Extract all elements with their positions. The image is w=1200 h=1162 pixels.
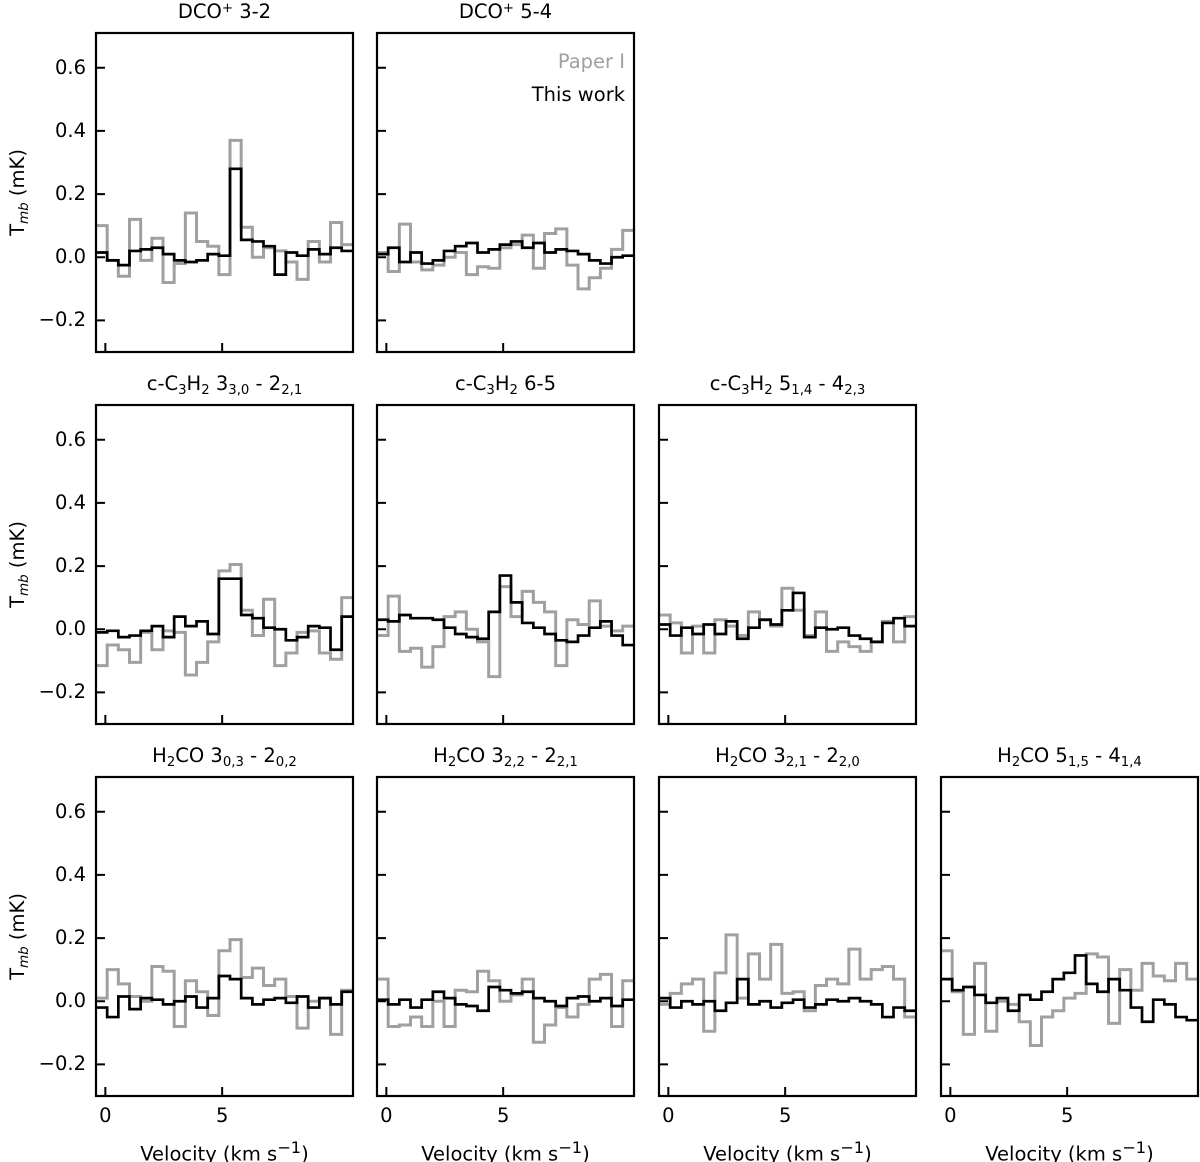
panel-title-4: c-C3H2 51,4 - 42,3 <box>709 372 866 398</box>
spectrum-plot-8 <box>939 775 1200 1098</box>
x-axis-label: Velocity (km s−1) <box>703 1138 872 1162</box>
y-axis-label-text: Tmb​ (mK) <box>6 521 32 609</box>
x-tick-label: 5 <box>778 1104 792 1127</box>
spectrum-plot-5 <box>94 775 355 1098</box>
spectrum-plot-2 <box>94 403 355 726</box>
panel-border-7 <box>657 775 918 1098</box>
axis-ticks-6 <box>377 810 505 1096</box>
thiswork-spectrum-line-7 <box>659 977 916 1019</box>
paper1-spectrum-line-2 <box>96 563 353 677</box>
thiswork-spectrum-line-2 <box>96 577 353 652</box>
paper1-spectrum-line-3 <box>377 585 634 679</box>
thiswork-spectrum-line-3 <box>377 574 634 647</box>
paper1-spectrum-line-0 <box>96 138 353 285</box>
y-tick-label: −0.2 <box>38 1052 86 1076</box>
y-tick-label: −0.2 <box>38 680 86 704</box>
paper1-spectrum-line-7 <box>659 933 916 1033</box>
axis-ticks-5 <box>96 810 224 1096</box>
x-tick-label: 0 <box>99 1104 112 1127</box>
y-tick-label: −0.2 <box>38 308 86 332</box>
axis-ticks-1 <box>377 66 505 352</box>
y-axis-label-text: Tmb​ (mK) <box>6 893 32 981</box>
x-tick-label: 0 <box>380 1104 393 1127</box>
panel-title-3: c-C3H2 6-5 <box>455 372 556 398</box>
y-tick-label: 0.0 <box>54 245 86 269</box>
spectrum-plot-4 <box>657 403 918 726</box>
y-tick-label: 0.2 <box>54 926 86 950</box>
x-tick-label: 5 <box>496 1104 510 1127</box>
spectrum-plot-3 <box>375 403 636 726</box>
legend-label-this-work: This work <box>531 83 625 106</box>
thiswork-spectrum-line-6 <box>377 985 634 1013</box>
axis-ticks-0 <box>96 66 224 352</box>
axis-ticks-7 <box>659 810 787 1096</box>
y-tick-label: 0.4 <box>54 490 86 514</box>
axis-ticks-2 <box>96 438 224 724</box>
x-axis-label: Velocity (km s−1) <box>985 1138 1154 1162</box>
thiswork-spectrum-line-8 <box>941 954 1198 1024</box>
axis-ticks-3 <box>377 438 505 724</box>
y-axis-label: Tmb​ (mK) <box>6 521 32 609</box>
panel-border-5 <box>94 775 355 1098</box>
y-tick-label: 0.6 <box>54 427 86 451</box>
thiswork-spectrum-line-1 <box>377 240 634 265</box>
axis-ticks-4 <box>659 438 787 724</box>
panel-border-1 <box>375 31 636 354</box>
panel-title-8: H2CO 51,5 - 41,4 <box>997 744 1142 770</box>
paper1-spectrum-line-5 <box>96 938 353 1036</box>
panel-title-1: DCO+ 5-4 <box>458 0 553 23</box>
paper1-spectrum-line-4 <box>659 586 916 655</box>
panel-border-3 <box>375 403 636 726</box>
y-tick-label: 0.2 <box>54 182 86 206</box>
x-tick-label: 5 <box>215 1104 229 1127</box>
panel-title-6: H2CO 32,2 - 22,1 <box>433 744 578 770</box>
panel-border-4 <box>657 403 918 726</box>
y-tick-label: 0.4 <box>54 862 86 886</box>
spectrum-plot-0 <box>94 31 355 354</box>
panel-title-0: DCO+ 3-2 <box>177 0 272 23</box>
y-axis-label-text: Tmb​ (mK) <box>6 149 32 237</box>
panel-title-5: H2CO 30,3 - 20,2 <box>152 744 297 770</box>
panel-border-6 <box>375 775 636 1098</box>
panel-title-7: H2CO 32,1 - 22,0 <box>715 744 860 770</box>
x-axis-label: Velocity (km s−1) <box>140 1138 309 1162</box>
y-tick-label: 0.0 <box>54 617 86 641</box>
panel-border-8 <box>939 775 1200 1098</box>
spectrum-plot-7 <box>657 775 918 1098</box>
legend-label-paper1: Paper I <box>557 50 625 73</box>
y-axis-label: Tmb​ (mK) <box>6 149 32 237</box>
y-tick-label: 0.2 <box>54 554 86 578</box>
legend: Paper I This work <box>532 45 625 111</box>
y-tick-label: 0.6 <box>54 799 86 823</box>
paper1-spectrum-line-1 <box>377 222 634 291</box>
thiswork-spectrum-line-4 <box>659 591 916 644</box>
y-tick-label: 0.6 <box>54 55 86 79</box>
thiswork-spectrum-line-0 <box>96 167 353 276</box>
y-tick-label: 0.4 <box>54 118 86 142</box>
spectrum-plot-6 <box>375 775 636 1098</box>
panel-border-0 <box>94 31 355 354</box>
x-axis-label: Velocity (km s−1) <box>421 1138 590 1162</box>
spectrum-plot-1 <box>375 31 636 354</box>
x-tick-label: 5 <box>1060 1104 1074 1127</box>
panel-title-2: c-C3H2 33,0 - 22,1 <box>146 372 303 398</box>
x-tick-label: 0 <box>944 1104 957 1127</box>
y-tick-label: 0.0 <box>54 989 86 1013</box>
axis-ticks-8 <box>941 810 1069 1096</box>
x-tick-label: 0 <box>662 1104 675 1127</box>
paper1-spectrum-line-8 <box>941 949 1198 1047</box>
paper1-spectrum-line-6 <box>377 969 634 1044</box>
panel-border-2 <box>94 403 355 726</box>
y-axis-label: Tmb​ (mK) <box>6 893 32 981</box>
thiswork-spectrum-line-5 <box>96 974 353 1019</box>
